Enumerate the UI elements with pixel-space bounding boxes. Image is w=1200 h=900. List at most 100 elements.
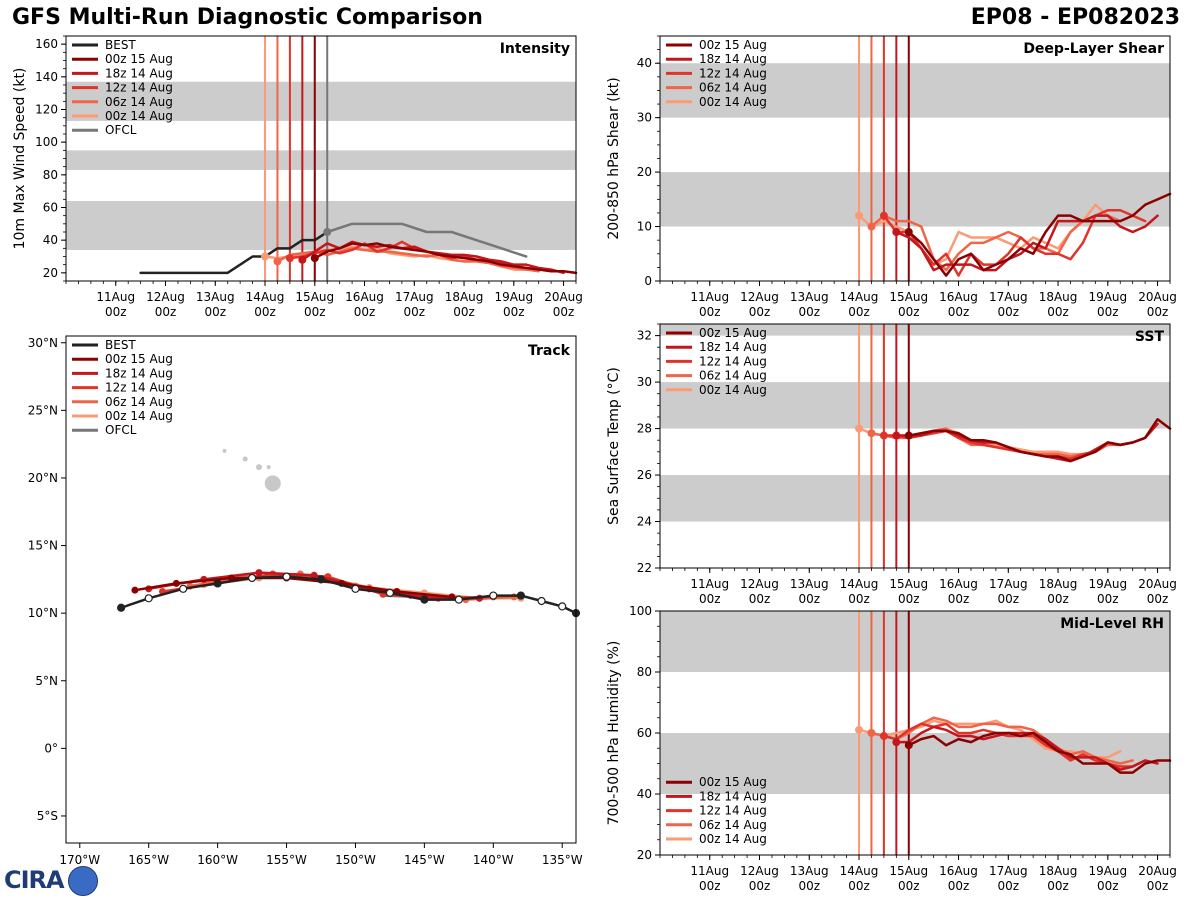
sst-xtick-label: 00z (1047, 592, 1069, 606)
intensity-ytick-label: 120 (35, 103, 58, 117)
track-island-land (255, 464, 262, 471)
track-legend-label: 18z 14 Aug (105, 366, 173, 380)
track-best-point (420, 595, 429, 604)
shear-xtick-label: 00z (948, 305, 970, 319)
shear-series-start-point (855, 211, 864, 220)
shear-legend-label: 18z 14 Aug (699, 52, 767, 66)
shear-series-line (870, 214, 1122, 272)
shear-xtick-label: 00z (798, 305, 820, 319)
intensity-xtick-label: 00z (453, 305, 475, 319)
shear-title: Deep-Layer Shear (1023, 41, 1164, 57)
track-frame (65, 335, 577, 844)
rh-series-line (907, 731, 1172, 774)
rh-xtick-label: 13Aug (790, 864, 829, 878)
sst-ytick-label: 22 (637, 561, 652, 575)
intensity-ytick-label: 140 (35, 70, 58, 84)
rh-xtick-label: 00z (699, 879, 721, 893)
rh-xtick-label: 17Aug (989, 864, 1028, 878)
rh-series-line (870, 716, 1134, 765)
rh-series-line (882, 722, 1147, 768)
rh-xtick-label: 00z (1147, 879, 1169, 893)
intensity-threshold-band (66, 150, 576, 170)
intensity-threshold-band (66, 200, 576, 250)
track-xtick-label: 135°W (542, 853, 583, 867)
shear-series-line (882, 208, 1147, 277)
rh-ytick-label: 40 (637, 787, 652, 801)
track-best-point (537, 596, 546, 606)
intensity-ytick-label: 60 (43, 201, 58, 215)
shear-ytick-label: 10 (637, 220, 652, 234)
track-series-point (255, 569, 263, 577)
track-xtick-label: 155°W (266, 853, 307, 867)
sst-xtick-label: 16Aug (939, 577, 978, 591)
rh-ytick-label: 100 (629, 604, 652, 618)
intensity-xtick-label: 16Aug (345, 290, 384, 304)
rh-xtick-label: 00z (749, 879, 771, 893)
shear-xtick-label: 13Aug (790, 290, 829, 304)
intensity-xtick-label: 00z (105, 305, 127, 319)
intensity-xtick-label: 18Aug (445, 290, 484, 304)
rh-ytick-label: 20 (637, 848, 652, 862)
intensity-xtick-label: 13Aug (196, 290, 235, 304)
rh-legend-label: 18z 14 Aug (699, 789, 767, 803)
shear-legend-label: 00z 14 Aug (699, 95, 767, 109)
intensity-ytick-label: 80 (43, 168, 58, 182)
rh-series-start-point (855, 725, 864, 734)
track-series-point (131, 586, 139, 594)
track-best-point (558, 602, 567, 611)
intensity-legend-label: 18z 14 Aug (105, 66, 173, 80)
intensity-xtick-label: 00z (354, 305, 376, 319)
sst-xtick-label: 20Aug (1138, 577, 1177, 591)
intensity-xtick-label: 12Aug (146, 290, 185, 304)
intensity-ytick-label: 40 (43, 233, 58, 247)
shear-xtick-label: 00z (898, 305, 920, 319)
intensity-series-start-point (273, 257, 282, 266)
shear-xtick-label: 18Aug (1039, 290, 1078, 304)
intensity-ytick-label: 20 (43, 266, 58, 280)
intensity-series-start-point (285, 254, 294, 263)
shear-xtick-label: 00z (1097, 305, 1119, 319)
sst-legend-label: 06z 14 Aug (699, 369, 767, 383)
intensity-series-line (313, 242, 578, 275)
shear-xtick-label: 00z (848, 305, 870, 319)
intensity-legend-label: 00z 15 Aug (105, 52, 173, 66)
shear-xtick-label: 19Aug (1088, 290, 1127, 304)
globe-icon (67, 866, 98, 896)
sst-ytick-label: 26 (637, 468, 652, 482)
intensity-ytick-label: 160 (35, 37, 58, 51)
shear-ylabel: 200-850 hPa Shear (kt) (606, 77, 622, 239)
shear-xtick-label: 00z (998, 305, 1020, 319)
track-best-point (316, 575, 326, 584)
shear-xtick-label: 00z (749, 305, 771, 319)
shear-legend-label: 00z 15 Aug (699, 38, 767, 52)
sst-ytick-label: 30 (637, 375, 652, 389)
sst-xtick-label: 00z (699, 592, 721, 606)
track-island-land (242, 456, 248, 462)
track-xtick-label: 140°W (473, 853, 514, 867)
track-island-land (222, 448, 227, 453)
intensity-series-line (276, 247, 540, 273)
rh-series-start-point (867, 729, 876, 737)
shear-xtick-label: 00z (1147, 305, 1169, 319)
intensity-xtick-label: 00z (254, 305, 276, 319)
intensity-xtick-label: 11Aug (96, 290, 135, 304)
sst-series-start-point (879, 431, 888, 440)
sst-xtick-label: 14Aug (840, 577, 879, 591)
intensity-xtick-label: 00z (404, 305, 426, 319)
sst-xtick-label: 00z (798, 592, 820, 606)
shear-ytick-label: 0 (644, 274, 652, 288)
intensity-xtick-label: 00z (204, 305, 226, 319)
intensity-xtick-label: 00z (155, 305, 177, 319)
track-legend-label: 12z 14 Aug (105, 381, 173, 395)
rh-threshold-band (660, 611, 1170, 672)
sst-legend-label: 12z 14 Aug (699, 354, 767, 368)
rh-xtick-label: 11Aug (690, 864, 729, 878)
logo-text: CIRA (4, 866, 65, 894)
track-xtick-label: 170°W (59, 853, 100, 867)
sst-threshold-band (660, 475, 1170, 522)
sst-xtick-label: 11Aug (690, 577, 729, 591)
sst-xtick-label: 17Aug (989, 577, 1028, 591)
sst-xtick-label: 00z (998, 592, 1020, 606)
intensity-xtick-label: 17Aug (395, 290, 434, 304)
